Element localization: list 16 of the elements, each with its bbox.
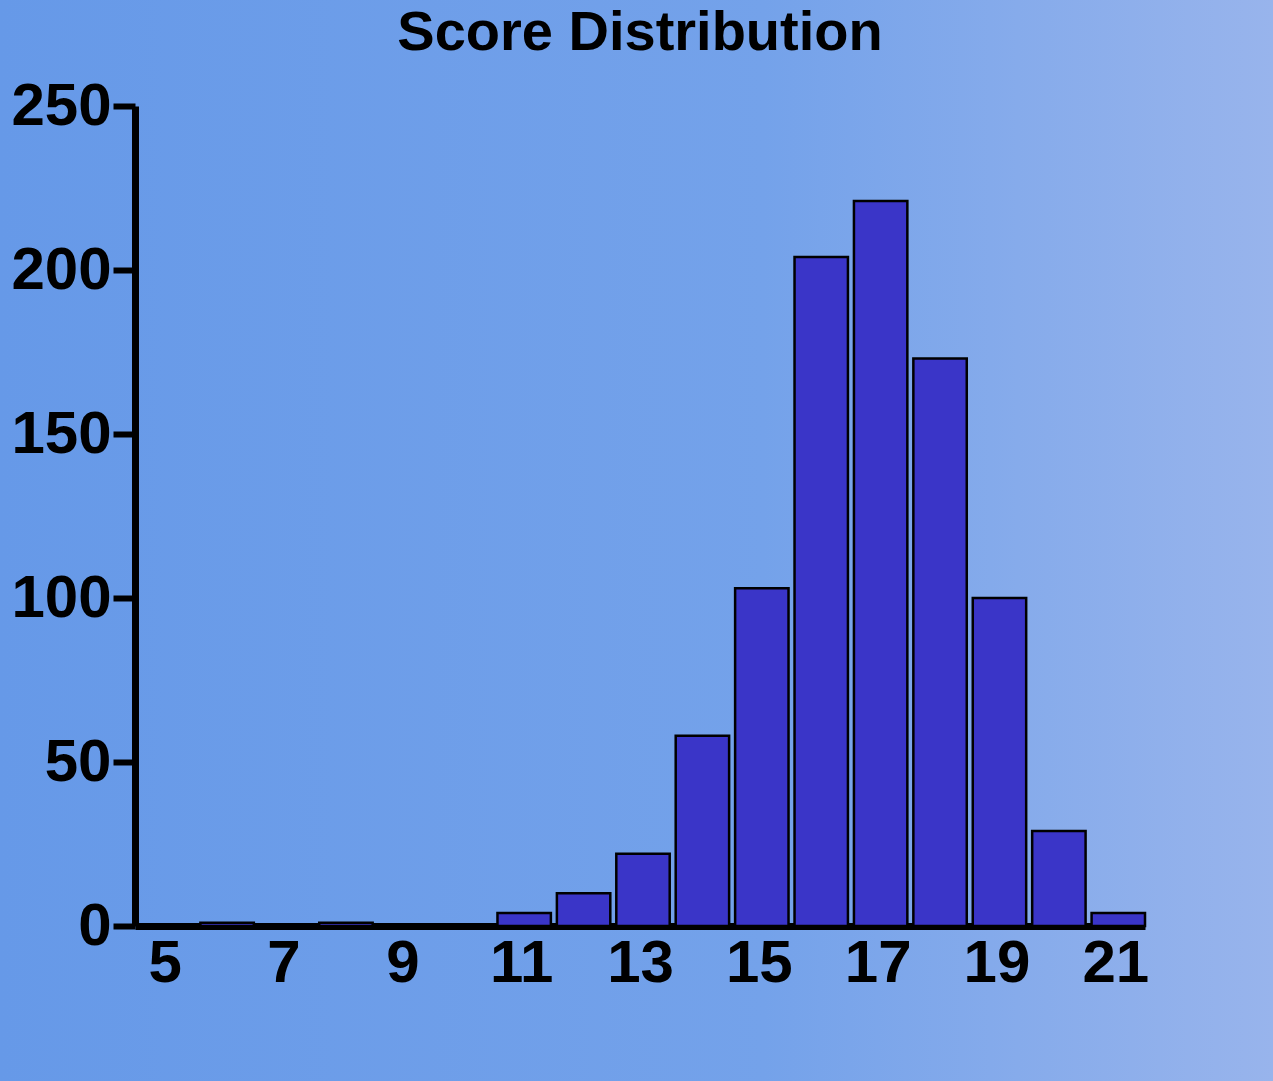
y-tick-label: 200 (11, 234, 112, 302)
y-tick-label: 0 (78, 890, 112, 958)
x-tick-label: 13 (607, 927, 674, 995)
y-tick-label: 50 (44, 726, 112, 794)
x-tick-label: 5 (148, 927, 182, 995)
y-tick-label: 150 (11, 398, 112, 466)
x-tick-label: 21 (1082, 927, 1150, 995)
x-tick-label: 11 (489, 927, 554, 995)
chart-title: Score Distribution (397, 0, 883, 62)
x-tick-label: 7 (267, 927, 301, 995)
y-tick-label: 250 (11, 70, 112, 138)
x-tick-label: 15 (725, 927, 793, 995)
x-tick-label: 19 (963, 927, 1031, 995)
x-tick-label: 9 (386, 927, 420, 995)
x-tick-label: 17 (844, 927, 912, 995)
y-tick-label: 100 (11, 562, 112, 630)
